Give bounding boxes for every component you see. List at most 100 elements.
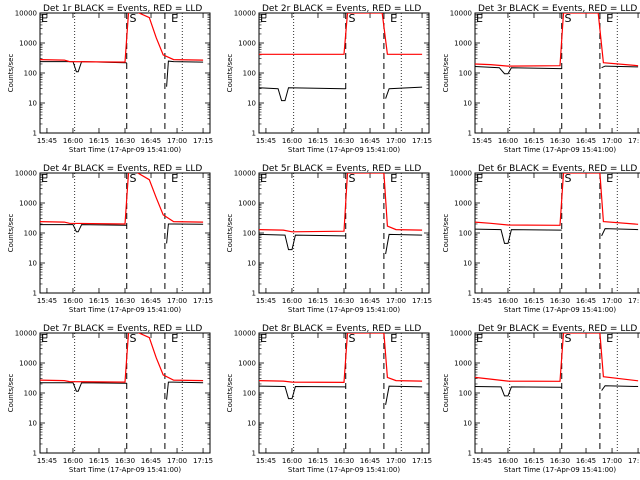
x-tick-label: 16:00: [498, 457, 518, 465]
x-tick-label: 16:30: [550, 457, 570, 465]
y-tick-label: 1: [468, 450, 472, 458]
x-tick-label: 16:45: [360, 137, 380, 145]
x-axis-label: Start Time (17-Apr-09 15:41:00): [288, 306, 400, 314]
x-tick-label: 16:45: [141, 457, 161, 465]
x-tick-label: 16:45: [141, 137, 161, 145]
y-tick-label: 100: [459, 230, 472, 238]
interval-marker-e: E: [606, 332, 613, 345]
lld-series-line: [475, 173, 639, 226]
y-axis-label: Counts/sec: [442, 214, 450, 253]
x-tick-label: 16:00: [282, 457, 302, 465]
detector-panel-4: Det 4r BLACK = Events, RED = LLD 1 10 100 10…: [7, 164, 213, 314]
x-tick-label: 16:15: [89, 297, 109, 305]
interval-marker-s: S: [348, 12, 355, 25]
y-tick-label: 10000: [15, 170, 37, 178]
y-tick-label: 10000: [234, 330, 256, 338]
y-tick-label: 100: [24, 230, 37, 238]
x-tick-label: 17:15: [193, 457, 213, 465]
y-tick-label: 1000: [454, 40, 472, 48]
plot-frame: [39, 12, 211, 134]
plot-frame: [474, 12, 640, 134]
x-tick-label: 16:30: [115, 137, 135, 145]
y-tick-label: 10000: [234, 10, 256, 18]
detector-panel-9: Det 9r BLACK = Events, RED = LLD 1 10 100 10…: [442, 324, 640, 474]
y-tick-label: 1000: [19, 360, 37, 368]
y-tick-label: 1: [252, 130, 256, 138]
y-tick-label: 10: [28, 420, 37, 428]
y-tick-label: 100: [24, 70, 37, 78]
x-tick-label: 16:30: [115, 457, 135, 465]
panel-title: Det 6r BLACK = Events, RED = LLD: [478, 164, 637, 174]
panel-title: Det 2r BLACK = Events, RED = LLD: [262, 4, 421, 14]
x-tick-label: 16:15: [89, 457, 109, 465]
x-tick-label: 17:15: [193, 137, 213, 145]
y-axis-label: Counts/sec: [442, 54, 450, 93]
x-axis-label: Start Time (17-Apr-09 15:41:00): [504, 146, 616, 154]
y-tick-label: 1000: [238, 360, 256, 368]
x-tick-label: 16:00: [63, 137, 83, 145]
x-tick-label: 17:15: [628, 137, 640, 145]
panel-title: Det 1r BLACK = Events, RED = LLD: [43, 4, 202, 14]
x-tick-label: 16:30: [334, 297, 354, 305]
y-tick-label: 10000: [15, 330, 37, 338]
interval-marker-e: E: [260, 172, 267, 185]
x-tick-label: 16:45: [141, 297, 161, 305]
y-tick-label: 10: [28, 100, 37, 108]
x-tick-label: 16:00: [63, 297, 83, 305]
events-series-line: [40, 223, 204, 244]
interval-marker-s: S: [564, 332, 571, 345]
x-tick-label: 16:15: [524, 137, 544, 145]
interval-marker-e: E: [171, 332, 178, 345]
x-tick-label: 17:00: [602, 137, 622, 145]
x-tick-label: 15:45: [472, 457, 492, 465]
y-tick-label: 10000: [450, 10, 472, 18]
lld-series-line: [475, 333, 639, 382]
y-tick-label: 1: [252, 450, 256, 458]
x-tick-label: 16:45: [576, 297, 596, 305]
interval-marker-e: E: [260, 332, 267, 345]
events-series-line: [259, 86, 423, 102]
plot-frame: [258, 172, 430, 294]
y-axis-label: Counts/sec: [7, 214, 15, 253]
x-tick-label: 16:15: [308, 297, 328, 305]
interval-marker-e: E: [171, 172, 178, 185]
interval-marker-s: S: [129, 12, 136, 25]
lld-series-line: [259, 333, 423, 384]
x-tick-label: 17:15: [412, 137, 432, 145]
x-tick-label: 16:00: [282, 297, 302, 305]
y-tick-label: 10: [28, 260, 37, 268]
panel-title: Det 9r BLACK = Events, RED = LLD: [478, 324, 637, 334]
x-tick-label: 16:00: [498, 137, 518, 145]
interval-marker-e: E: [390, 332, 397, 345]
x-tick-label: 15:45: [472, 137, 492, 145]
panel-title: Det 5r BLACK = Events, RED = LLD: [262, 164, 421, 174]
plot-frame: [474, 172, 640, 294]
x-tick-label: 15:45: [37, 137, 57, 145]
detector-panel-1: Det 1r BLACK = Events, RED = LLD 1 10 100 10…: [7, 4, 213, 154]
interval-marker-e: E: [41, 12, 48, 25]
interval-marker-e: E: [260, 12, 267, 25]
detector-panel-3: Det 3r BLACK = Events, RED = LLD 1 10 100 10…: [442, 4, 640, 154]
y-tick-label: 10000: [234, 170, 256, 178]
x-tick-label: 16:30: [550, 297, 570, 305]
x-axis-label: Start Time (17-Apr-09 15:41:00): [69, 306, 181, 314]
x-tick-label: 17:15: [412, 457, 432, 465]
x-tick-label: 16:45: [576, 457, 596, 465]
y-axis-label: Counts/sec: [226, 54, 234, 93]
interval-marker-s: S: [129, 172, 136, 185]
detector-panel-8: Det 8r BLACK = Events, RED = LLD 1 10 100 10…: [226, 324, 432, 474]
x-axis-label: Start Time (17-Apr-09 15:41:00): [288, 466, 400, 474]
plot-frame: [258, 12, 430, 134]
lld-series-line: [475, 13, 639, 67]
x-tick-label: 16:15: [89, 137, 109, 145]
y-tick-label: 1000: [454, 360, 472, 368]
y-tick-label: 1000: [238, 40, 256, 48]
x-tick-label: 16:00: [498, 297, 518, 305]
panel-title: Det 8r BLACK = Events, RED = LLD: [262, 324, 421, 334]
events-series-line: [475, 65, 639, 75]
x-tick-label: 16:30: [550, 137, 570, 145]
x-axis-label: Start Time (17-Apr-09 15:41:00): [504, 306, 616, 314]
lld-series-line: [40, 13, 204, 63]
y-tick-label: 10000: [450, 170, 472, 178]
